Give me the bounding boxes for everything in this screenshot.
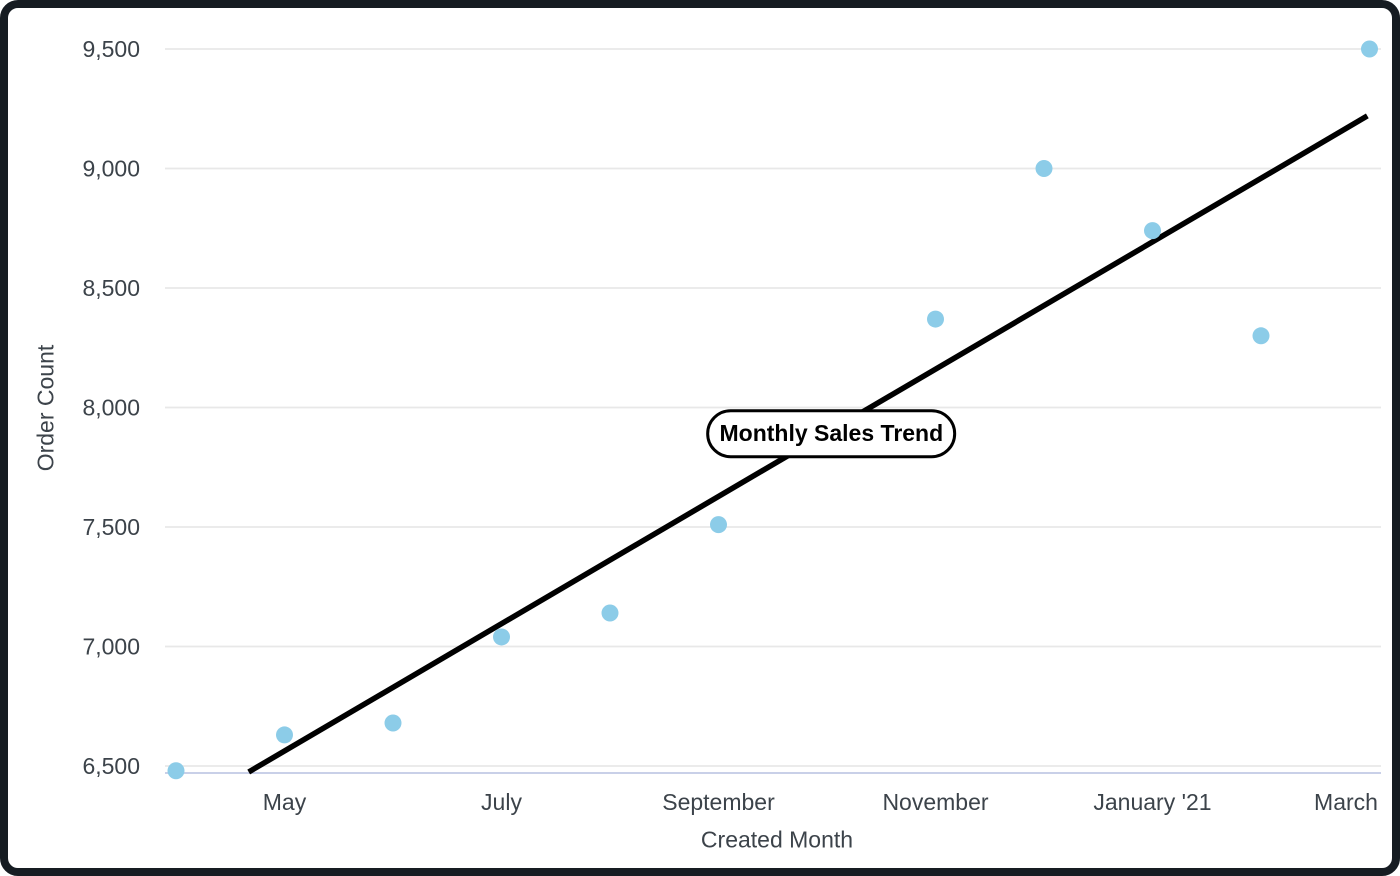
data-point[interactable]: [1035, 160, 1053, 177]
x-tick-label: July: [481, 789, 522, 815]
chart-title: Monthly Sales Trend: [719, 419, 944, 446]
data-point[interactable]: [167, 762, 185, 780]
data-point[interactable]: [384, 714, 402, 732]
chart-title-badge: Monthly Sales Trend: [706, 408, 957, 459]
y-tick-label: 8,000: [82, 395, 140, 421]
data-point[interactable]: [276, 726, 293, 744]
data-point[interactable]: [927, 310, 944, 328]
y-tick-label: 8,500: [82, 275, 140, 301]
x-tick-label: January '21: [1093, 789, 1211, 815]
data-point[interactable]: [1361, 40, 1378, 58]
y-axis-title: Order Count: [32, 344, 59, 472]
data-point[interactable]: [1144, 222, 1161, 240]
x-tick-label: September: [662, 789, 775, 815]
data-point[interactable]: [601, 604, 619, 622]
y-tick-label: 9,000: [82, 156, 140, 182]
y-tick-label: 6,500: [82, 753, 140, 779]
data-point[interactable]: [493, 628, 510, 646]
y-tick-label: 7,500: [82, 514, 140, 540]
y-tick-label: 7,000: [82, 634, 140, 660]
data-point[interactable]: [710, 516, 727, 534]
x-tick-label: May: [263, 789, 307, 815]
x-axis-title: Created Month: [700, 826, 854, 853]
x-tick-label: November: [882, 789, 988, 815]
x-tick-label: March: [1314, 789, 1378, 815]
data-point[interactable]: [1252, 327, 1270, 345]
y-tick-label: 9,500: [82, 36, 140, 62]
